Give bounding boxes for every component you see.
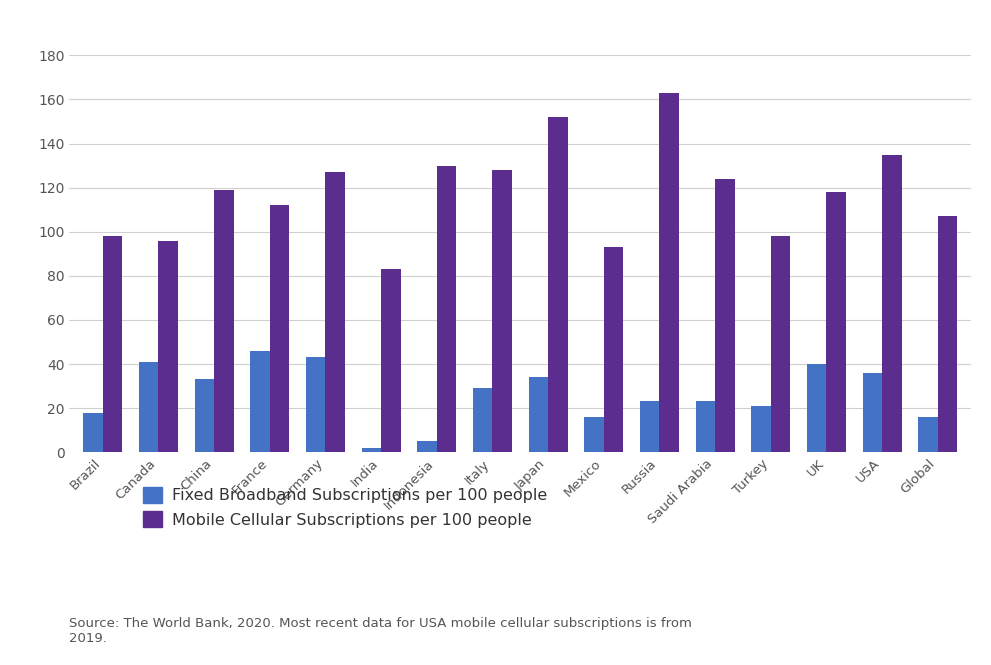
- Bar: [251, 350, 270, 452]
- Bar: [325, 172, 345, 452]
- Text: Source: The World Bank, 2020. Most recent data for USA mobile cellular subscript: Source: The World Bank, 2020. Most recen…: [69, 617, 693, 645]
- Bar: [493, 170, 512, 452]
- Bar: [862, 373, 882, 452]
- Bar: [585, 417, 604, 452]
- Bar: [919, 417, 937, 452]
- Bar: [362, 448, 382, 452]
- Bar: [214, 190, 234, 452]
- Bar: [659, 93, 679, 452]
- Bar: [528, 377, 548, 452]
- Bar: [604, 247, 623, 452]
- Bar: [103, 236, 122, 452]
- Bar: [473, 388, 493, 452]
- Bar: [716, 179, 734, 452]
- Bar: [270, 205, 289, 452]
- Bar: [417, 441, 437, 452]
- Bar: [937, 216, 957, 452]
- Bar: [437, 166, 456, 452]
- Bar: [83, 412, 103, 452]
- Bar: [751, 406, 771, 452]
- Legend: Fixed Broadband Subscriptions per 100 people, Mobile Cellular Subscriptions per : Fixed Broadband Subscriptions per 100 pe…: [137, 480, 554, 534]
- Bar: [696, 402, 716, 452]
- Bar: [194, 380, 214, 452]
- Bar: [807, 364, 826, 452]
- Bar: [640, 402, 659, 452]
- Bar: [548, 117, 568, 452]
- Bar: [306, 357, 325, 452]
- Bar: [882, 154, 902, 452]
- Bar: [382, 269, 400, 452]
- Bar: [771, 236, 790, 452]
- Bar: [826, 192, 846, 452]
- Bar: [159, 241, 178, 452]
- Bar: [139, 362, 159, 452]
